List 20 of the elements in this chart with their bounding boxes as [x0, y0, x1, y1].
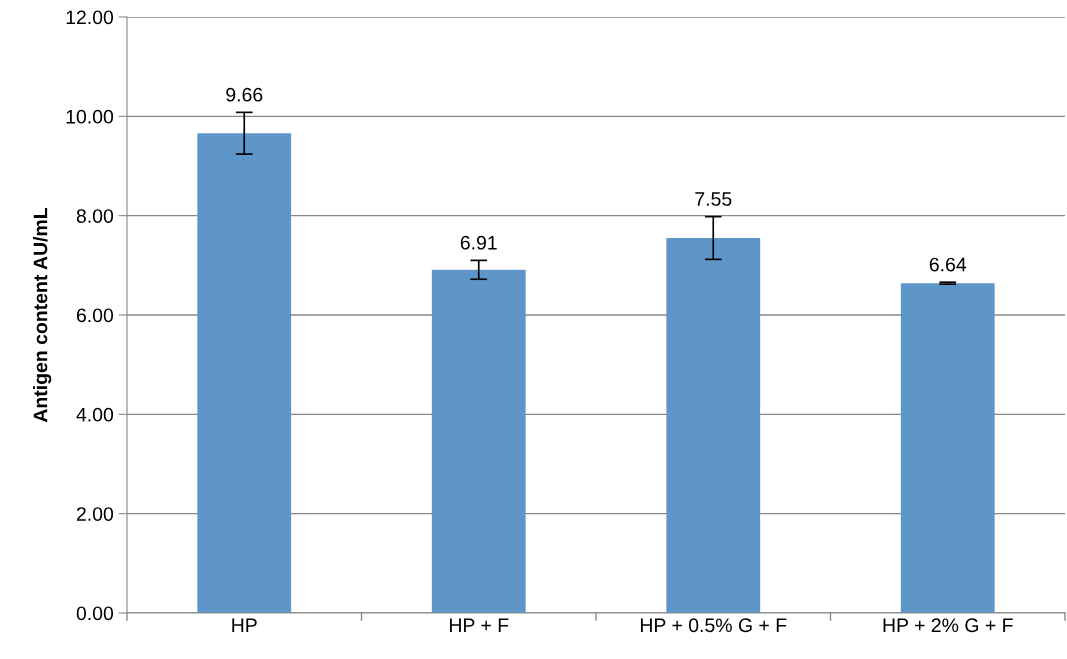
- y-tick-label: 4.00: [76, 407, 114, 422]
- bar: [666, 238, 761, 613]
- data-label: 6.91: [460, 235, 497, 250]
- y-tick-label: 12.00: [66, 10, 114, 25]
- bar: [197, 133, 292, 613]
- y-tick-label: 0.00: [76, 606, 114, 621]
- x-tick-label: HP + 0.5% G + F: [640, 618, 787, 633]
- y-axis-title: Antigen content AU/mL: [33, 207, 52, 423]
- y-tick-label: 6.00: [76, 308, 114, 323]
- data-label: 6.64: [929, 257, 967, 272]
- x-tick-label: HP + F: [449, 618, 509, 632]
- x-tick-label: HP: [232, 618, 257, 632]
- x-tick-label: HP + 2% G + F: [883, 618, 1013, 633]
- y-tick-label: 2.00: [76, 507, 114, 521]
- bar: [900, 283, 995, 613]
- bar: [431, 269, 526, 613]
- data-label: 9.66: [226, 87, 263, 102]
- y-tick-label: 10.00: [66, 109, 114, 124]
- data-label: 7.55: [695, 192, 732, 206]
- y-tick-label: 8.00: [76, 209, 114, 223]
